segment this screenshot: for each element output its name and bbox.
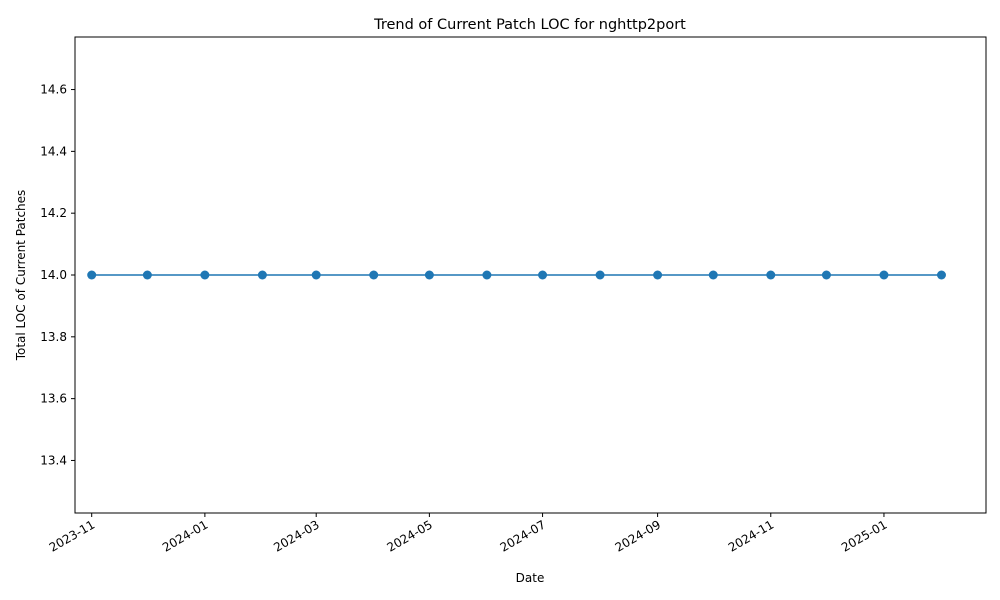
y-tick-label: 13.6 xyxy=(40,392,67,406)
data-point xyxy=(821,270,831,280)
plot-frame xyxy=(74,36,987,514)
y-axis: 13.4 13.6 13.8 14.0 14.2 14.4 14.6 xyxy=(40,83,75,467)
data-point xyxy=(595,270,605,280)
y-tick-label: 14.6 xyxy=(40,83,67,97)
data-point xyxy=(424,270,434,280)
data-point xyxy=(766,270,776,280)
data-point xyxy=(142,270,152,280)
data-point xyxy=(257,270,267,280)
y-tick-label: 14.2 xyxy=(40,206,67,220)
data-point xyxy=(369,270,379,280)
data-point xyxy=(311,270,321,280)
data-point xyxy=(538,270,548,280)
data-point xyxy=(200,270,210,280)
y-tick-label: 13.8 xyxy=(40,330,67,344)
y-tick-label: 14.4 xyxy=(40,144,67,158)
series-layer xyxy=(87,270,946,280)
data-point xyxy=(879,270,889,280)
y-tick-label: 14.0 xyxy=(40,268,67,282)
data-point xyxy=(653,270,663,280)
data-point xyxy=(936,270,946,280)
y-axis-label: Total LOC of Current Patches xyxy=(14,190,28,362)
chart-title: Trend of Current Patch LOC for nghttp2po… xyxy=(373,17,686,33)
data-point xyxy=(482,270,492,280)
data-point xyxy=(708,270,718,280)
x-axis-label: Date xyxy=(516,571,545,585)
data-point xyxy=(87,270,97,280)
y-tick-label: 13.4 xyxy=(40,453,67,467)
